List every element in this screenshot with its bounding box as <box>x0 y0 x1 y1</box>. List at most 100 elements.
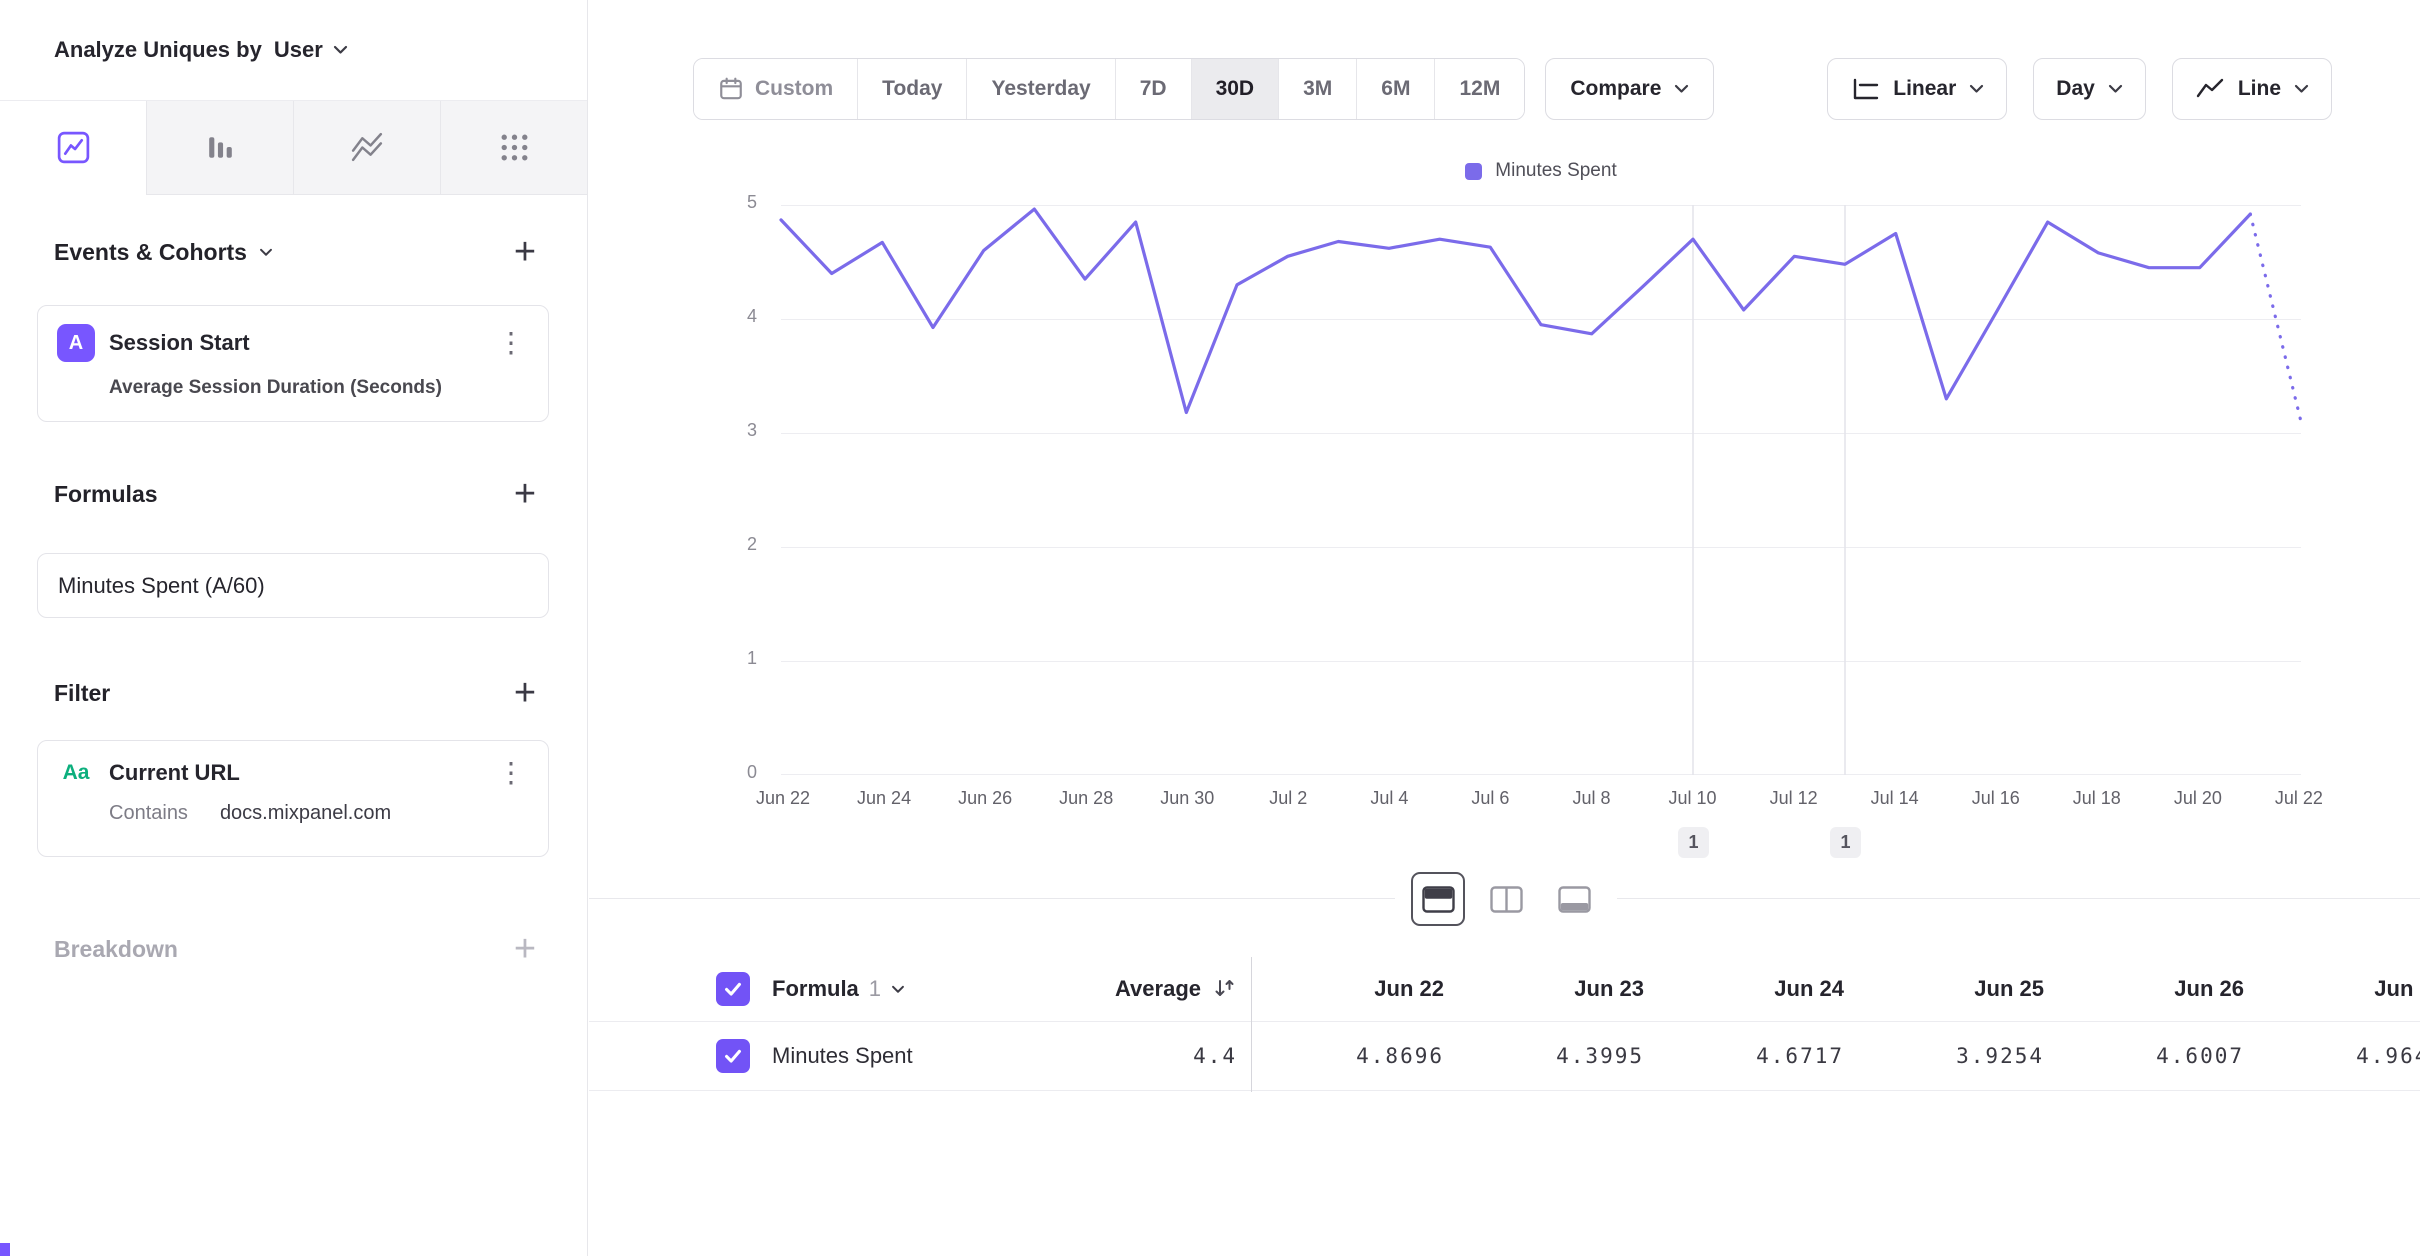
add-breakdown-button[interactable]: + <box>503 927 547 971</box>
date-range-label: Today <box>882 77 943 100</box>
event-letter-badge: A <box>57 324 95 362</box>
chevron-down-icon <box>333 45 347 54</box>
view-chart-and-table-button[interactable] <box>1411 872 1465 926</box>
analyze-label: Analyze Uniques by <box>54 37 262 62</box>
compare-button[interactable]: Compare <box>1545 58 1715 120</box>
view-side-by-side-button[interactable] <box>1479 872 1533 926</box>
date-range-label: 30D <box>1215 77 1255 100</box>
scroll-accent <box>0 1243 10 1256</box>
view-table-only-button[interactable] <box>1547 872 1601 926</box>
add-filter-button[interactable]: + <box>503 671 547 715</box>
compare-label: Compare <box>1570 77 1662 100</box>
chevron-down-icon <box>1675 84 1689 93</box>
date-range-3m[interactable]: 3M <box>1278 59 1357 119</box>
interval-label: Day <box>2056 77 2095 100</box>
select-all-checkbox[interactable] <box>716 972 750 1006</box>
x-axis-tick-label: Jul 18 <box>2072 788 2121 808</box>
formula-group-header[interactable]: Formula 1 <box>772 976 1072 1002</box>
date-column-headers: Jun 22 Jun 23 Jun 24 Jun 25 Jun 26 Jun 27 <box>1252 976 2420 1002</box>
event-name: Session Start <box>109 330 250 355</box>
add-formula-button[interactable]: + <box>503 472 547 516</box>
date-range-7d[interactable]: 7D <box>1114 59 1191 119</box>
chart-type-label: Line <box>2237 77 2281 100</box>
series-name-text: Minutes Spent <box>772 1043 913 1068</box>
date-range-label: Yesterday <box>991 77 1091 100</box>
chevron-down-icon <box>2294 84 2309 93</box>
interval-dropdown[interactable]: Day <box>2033 58 2146 120</box>
chevron-down-icon[interactable] <box>259 248 273 257</box>
event-card[interactable]: A Session Start ⋮ Average Session Durati… <box>37 305 549 422</box>
annotation-badge[interactable]: 1 <box>1678 827 1709 858</box>
gridline <box>781 205 2301 206</box>
check-icon <box>725 1049 741 1063</box>
chart-legend[interactable]: Minutes Spent <box>781 160 2301 182</box>
x-axis-tick-label: Jun 28 <box>1059 788 1114 808</box>
gridline <box>781 547 2301 548</box>
filter-section-header: Filter + <box>54 671 547 715</box>
add-event-button[interactable]: + <box>503 230 547 274</box>
filter-value[interactable]: docs.mixpanel.com <box>219 802 392 824</box>
x-axis-tick-label: Jun 22 <box>755 788 811 808</box>
chevron-down-icon <box>2108 84 2122 93</box>
x-axis-tick-label: Jun 30 <box>1160 788 1215 808</box>
formula-group-index: 1 <box>868 976 882 1001</box>
average-label: Average <box>1114 976 1201 1001</box>
legend-color-swatch <box>1465 162 1483 180</box>
annotation-badge[interactable]: 1 <box>1830 827 1861 858</box>
column-header-date[interactable]: Jun 23 <box>1574 976 1644 1001</box>
row-checkbox[interactable] <box>716 1039 750 1073</box>
x-axis-tick-label: Jul 16 <box>1971 788 2020 808</box>
column-header-date[interactable]: Jun 27 <box>2374 976 2420 1001</box>
filter-card[interactable]: Aa Current URL ⋮ Contains docs.mixpanel.… <box>37 740 549 857</box>
x-axis-tick-label: Jun 26 <box>958 788 1013 808</box>
filter-operator[interactable]: Contains <box>109 802 188 824</box>
row-series-name: Minutes Spent <box>772 1043 1072 1069</box>
formula-group-label: Formula <box>772 976 859 1001</box>
date-range-today[interactable]: Today <box>857 59 967 119</box>
line-chart[interactable]: 5 4 3 2 1 0 Jun 22 Jun 24 Jun 26 Jun 28 Jun 30 Jul… <box>701 192 2361 895</box>
x-axis: Jun 22 Jun 24 Jun 26 Jun 28 Jun 30 Jul 2 Jul 4… <box>741 788 2341 809</box>
tab-flows[interactable] <box>294 101 441 194</box>
column-header-date[interactable]: Jun 26 <box>2174 976 2244 1001</box>
tab-insights[interactable] <box>0 101 147 195</box>
formula-expression: Minutes Spent (A/60) <box>58 572 265 598</box>
formula-card[interactable]: Minutes Spent (A/60) <box>37 553 549 618</box>
column-header-date[interactable]: Jun 25 <box>1974 976 2044 1001</box>
tab-retention[interactable] <box>441 101 587 194</box>
event-aggregation[interactable]: Average Session Duration (Seconds) <box>109 377 442 398</box>
date-range-label: Custom <box>755 77 834 100</box>
view-toggle-group <box>1395 872 1617 926</box>
y-axis-tick-label: 1 <box>746 648 757 668</box>
cell-value: 4.9640 <box>2356 1044 2420 1068</box>
scale-dropdown[interactable]: Linear <box>1827 58 2008 120</box>
sort-icon <box>1215 980 1234 996</box>
gridline <box>781 433 2301 434</box>
analyze-by-dropdown[interactable]: User <box>274 37 348 63</box>
date-range-30d[interactable]: 30D <box>1190 59 1279 119</box>
tab-funnels[interactable] <box>147 101 294 194</box>
filter-kebab-menu[interactable]: ⋮ <box>492 759 530 787</box>
date-range-6m[interactable]: 6M <box>1356 59 1435 119</box>
report-type-tabs <box>0 100 587 195</box>
check-icon <box>725 982 741 996</box>
gridline <box>781 319 2301 320</box>
series-line <box>779 205 2303 775</box>
x-axis-tick-label: Jul 4 <box>1370 788 1409 808</box>
date-range-12m[interactable]: 12M <box>1434 59 1525 119</box>
chart-type-dropdown[interactable]: Line <box>2171 58 2332 120</box>
y-axis-tick-label: 0 <box>746 762 757 782</box>
table-row[interactable]: Minutes Spent 4.4 4.8696 4.3995 4.6717 3.92… <box>589 1021 2420 1091</box>
column-header-date[interactable]: Jun 22 <box>1374 976 1444 1001</box>
date-range-yesterday[interactable]: Yesterday <box>966 59 1115 119</box>
chart-display-controls: Linear Day Line <box>1827 58 2332 120</box>
event-kebab-menu[interactable]: ⋮ <box>492 329 530 357</box>
funnels-bars-icon <box>208 137 232 158</box>
average-column-header[interactable]: Average <box>1072 976 1237 1002</box>
results-table: Formula 1 Average Jun 22 Jun 23 Jun 24 Jun … <box>589 957 2420 1092</box>
x-axis-tick-label: Jul 22 <box>2274 788 2323 808</box>
breakdown-section-title: Breakdown <box>54 935 178 962</box>
column-header-date[interactable]: Jun 24 <box>1774 976 1844 1001</box>
date-range-custom[interactable]: Custom <box>694 59 858 119</box>
events-section-header: Events & Cohorts + <box>54 230 547 274</box>
